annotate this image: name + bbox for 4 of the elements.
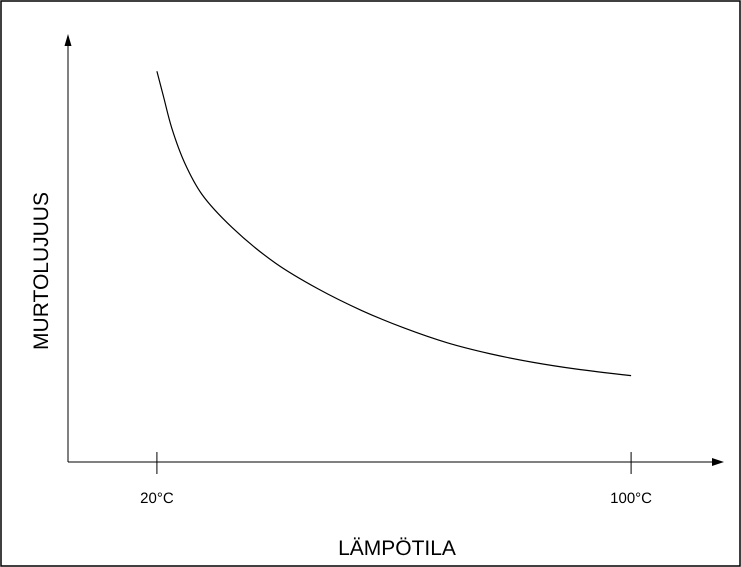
x-tick-label: 100°C xyxy=(610,490,652,507)
x-tick-label: 20°C xyxy=(140,490,174,507)
x-axis-title: LÄMPÖTILA xyxy=(338,537,456,560)
y-axis-title: MURTOLUJUUS xyxy=(30,192,53,350)
